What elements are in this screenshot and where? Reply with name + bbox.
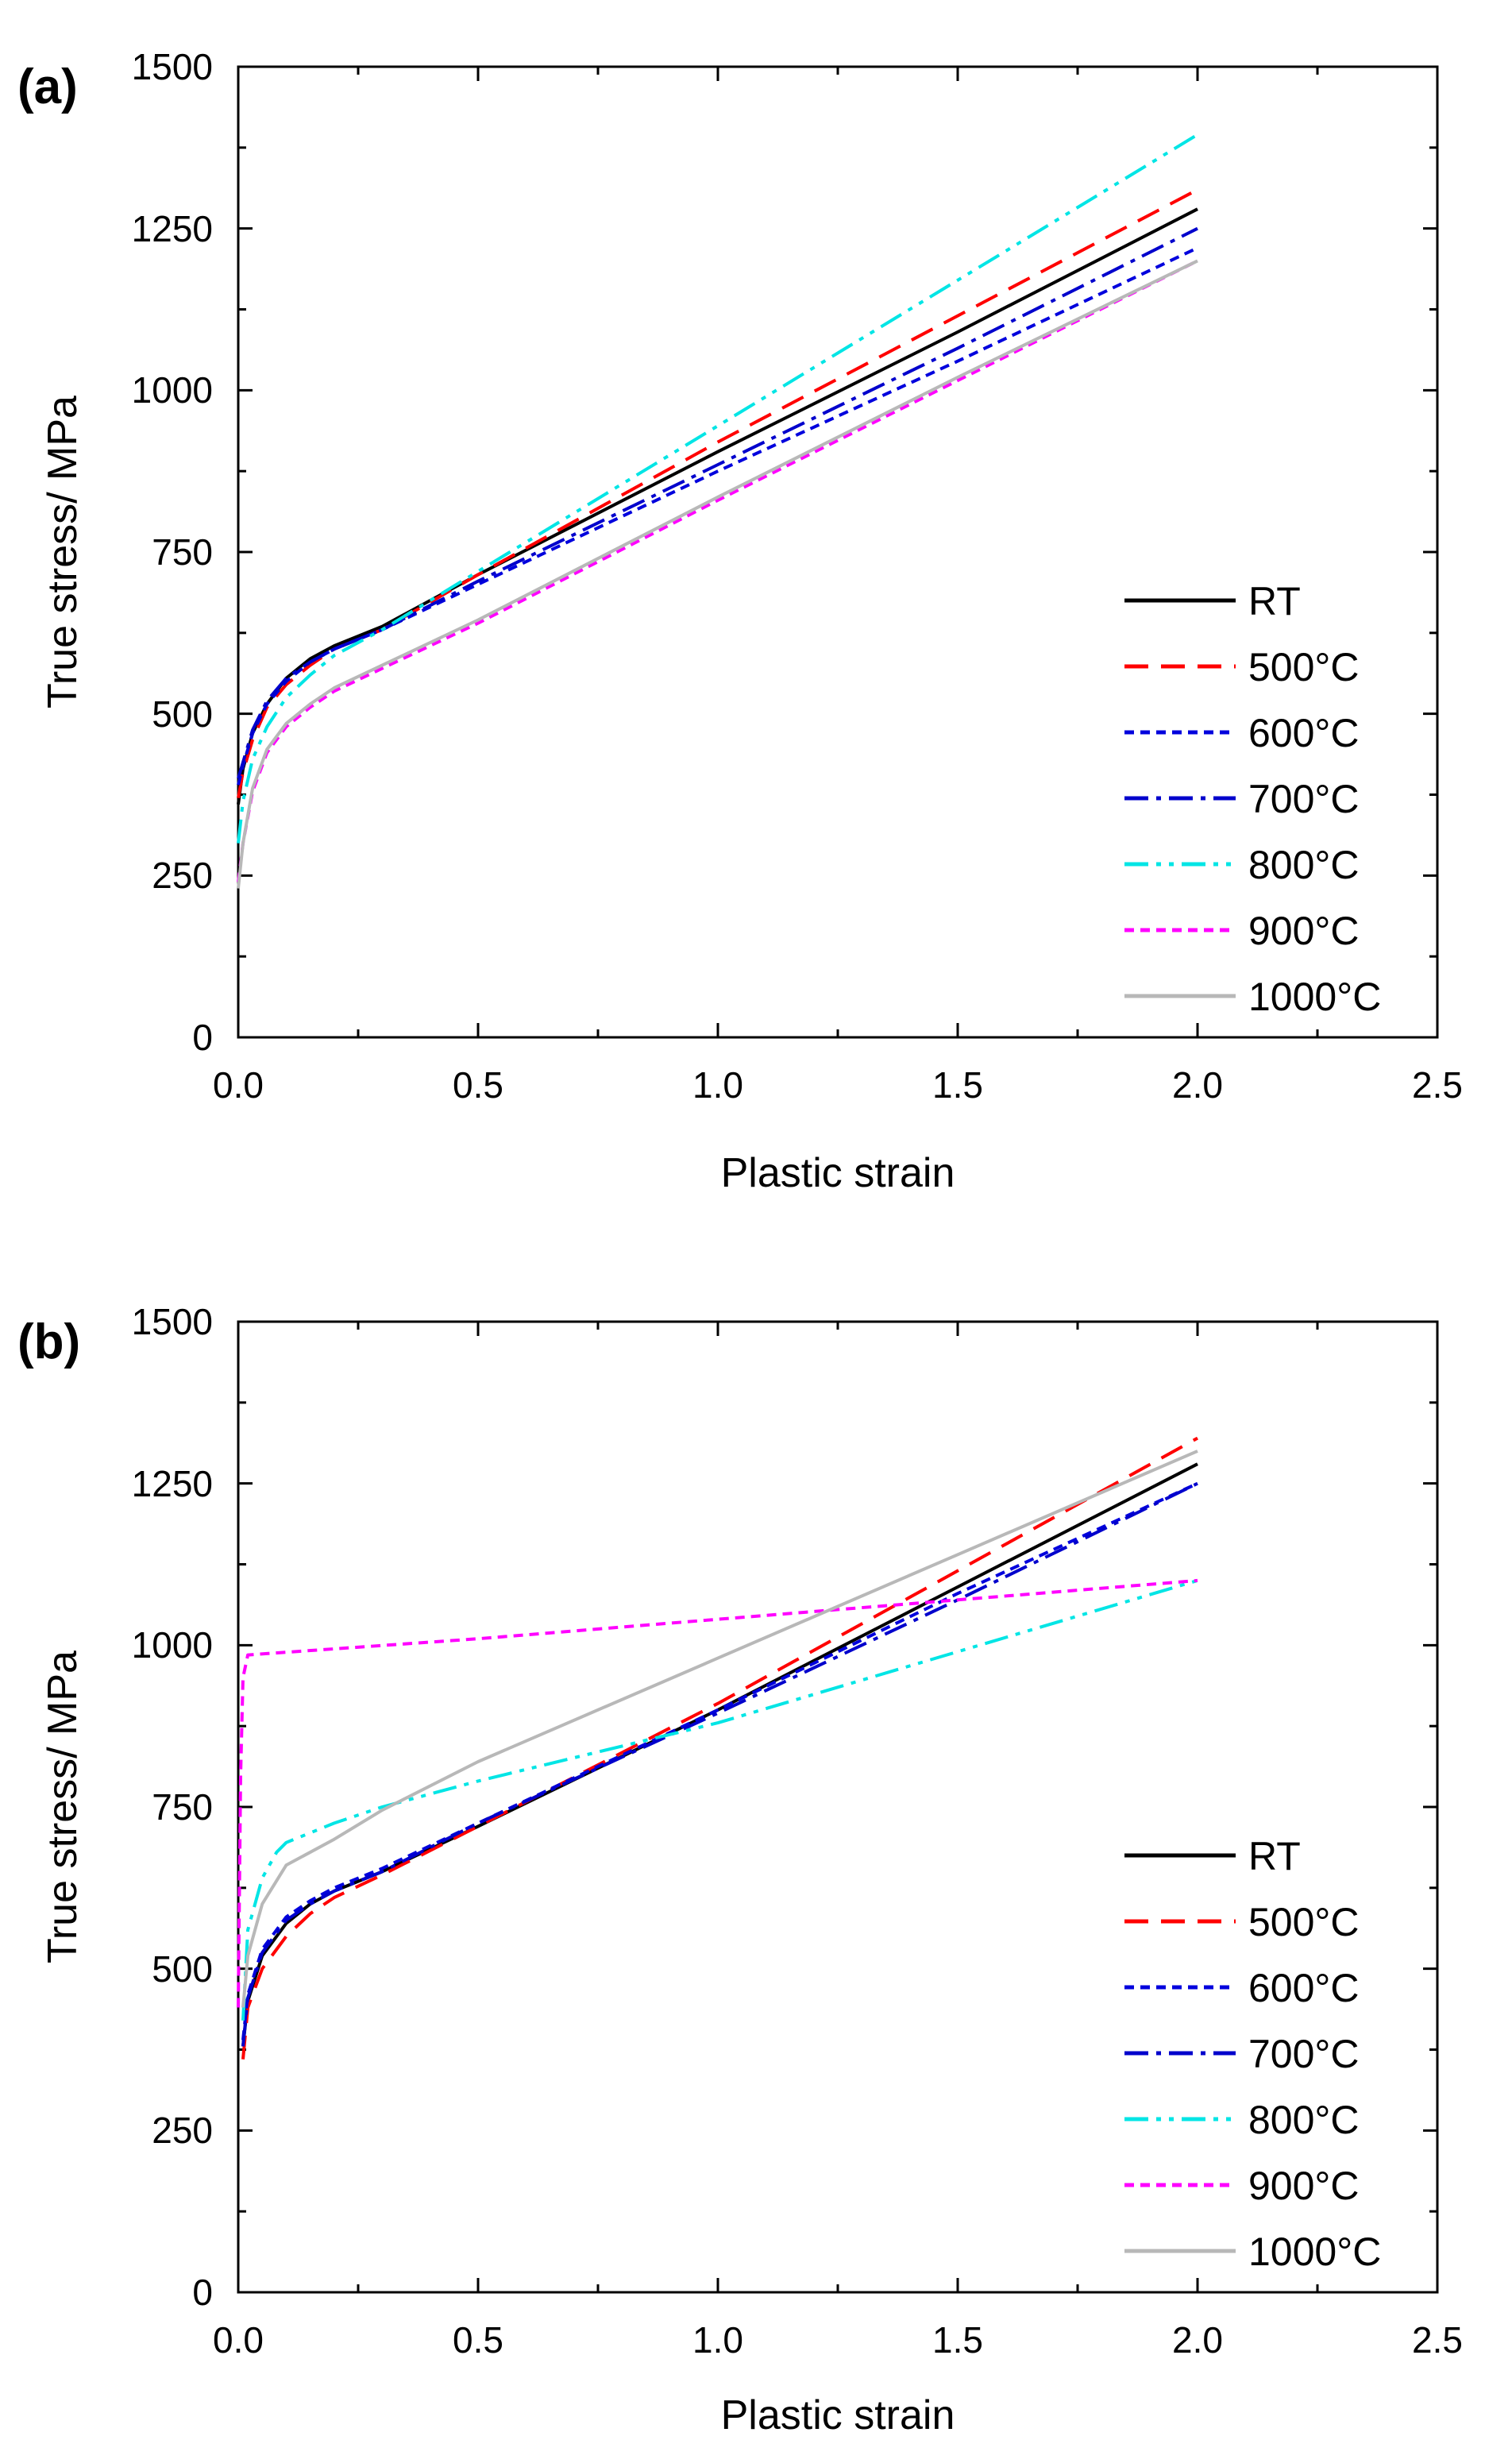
x-tick-label: 0.0 [213, 1064, 264, 1106]
legend-label: 1000°C [1248, 975, 1381, 1019]
panel-a-legend: RT 500°C 600°C 700°C 800°C 900°C 1000°C [1124, 579, 1381, 1019]
y-tick-label: 1250 [132, 208, 213, 249]
series-line-500c [237, 188, 1198, 798]
legend-label: 500°C [1248, 1900, 1360, 1944]
series-line-1000c [241, 1450, 1198, 2008]
legend-label: 600°C [1248, 711, 1360, 755]
y-tick-label: 750 [152, 531, 213, 573]
panel-a: (a) 0.0 0.5 1.0 1.5 2.0 2.5 0 250 500 75… [17, 46, 1463, 1196]
series-line-700c [237, 226, 1198, 779]
series-line-900c [237, 1578, 1198, 2008]
panel-a-x-tick-labels: 0.0 0.5 1.0 1.5 2.0 2.5 [213, 1064, 1463, 1106]
series-line-rt [237, 207, 1198, 805]
panel-a-series-group [237, 133, 1199, 889]
panel-a-label: (a) [17, 60, 78, 114]
x-tick-label: 1.5 [932, 1064, 983, 1106]
y-tick-label: 0 [192, 2272, 213, 2313]
panel-b-y-axis-title: True stress/ MPa [40, 1650, 86, 1963]
panel-b-plot-frame [237, 1320, 1439, 2294]
x-tick-label: 2.5 [1412, 1064, 1463, 1106]
y-tick-label: 250 [152, 855, 213, 896]
series-line-600c [241, 1481, 1198, 2040]
series-line-700c [241, 1481, 1198, 2047]
panel-a-ticks [237, 65, 1439, 1039]
x-tick-label: 2.5 [1412, 2319, 1463, 2361]
x-tick-label: 0.5 [453, 2319, 503, 2361]
y-tick-label: 1500 [132, 1301, 213, 1342]
legend-label: 900°C [1248, 909, 1360, 953]
panel-a-y-axis-title: True stress/ MPa [40, 396, 86, 708]
panel-b-y-tick-labels: 0 250 500 750 1000 1250 1500 [132, 1301, 213, 2313]
panel-b-x-axis-title: Plastic strain [721, 2392, 955, 2438]
x-tick-label: 2.0 [1172, 2319, 1223, 2361]
legend-label: 900°C [1248, 2164, 1360, 2208]
panel-a-x-axis-title: Plastic strain [721, 1150, 955, 1196]
y-tick-label: 0 [192, 1017, 213, 1058]
series-line-500c [241, 1436, 1198, 2060]
y-tick-label: 500 [152, 693, 213, 735]
panel-b-legend: RT 500°C 600°C 700°C 800°C 900°C 1000°C [1124, 1834, 1381, 2274]
series-line-800c [237, 133, 1199, 844]
x-tick-label: 1.0 [692, 1064, 743, 1106]
series-line-600c [237, 246, 1198, 786]
legend-label: 500°C [1248, 645, 1360, 689]
legend-label: 700°C [1248, 2032, 1360, 2076]
y-tick-label: 1000 [132, 369, 213, 411]
panel-b-ticks [237, 1320, 1439, 2294]
panel-b-series-group [237, 1436, 1198, 2060]
legend-label: RT [1248, 1834, 1301, 1878]
x-tick-label: 0.0 [213, 2319, 264, 2361]
y-tick-label: 250 [152, 2110, 213, 2151]
panel-b-x-tick-labels: 0.0 0.5 1.0 1.5 2.0 2.5 [213, 2319, 1463, 2361]
y-tick-label: 1500 [132, 46, 213, 87]
panel-b-label: (b) [17, 1315, 80, 1369]
y-tick-label: 750 [152, 1786, 213, 1828]
legend-label: 800°C [1248, 843, 1360, 887]
x-tick-label: 1.0 [692, 2319, 743, 2361]
panel-a-y-tick-labels: 0 250 500 750 1000 1250 1500 [132, 46, 213, 1058]
legend-label: 1000°C [1248, 2230, 1381, 2274]
panel-b: (b) 0.0 0.5 1.0 1.5 2.0 2.5 0 250 500 75… [17, 1301, 1463, 2438]
x-tick-label: 1.5 [932, 2319, 983, 2361]
series-line-1000c [237, 259, 1198, 889]
series-line-800c [241, 1578, 1198, 2021]
y-tick-label: 500 [152, 1948, 213, 1990]
panel-a-plot-frame [237, 65, 1439, 1039]
legend-label: 600°C [1248, 1966, 1360, 2010]
series-line-900c [237, 259, 1198, 882]
y-tick-label: 1000 [132, 1624, 213, 1666]
x-tick-label: 2.0 [1172, 1064, 1223, 1106]
x-tick-label: 0.5 [453, 1064, 503, 1106]
y-tick-label: 1250 [132, 1463, 213, 1504]
legend-label: RT [1248, 579, 1301, 624]
legend-label: 800°C [1248, 2098, 1360, 2142]
legend-label: 700°C [1248, 777, 1360, 821]
